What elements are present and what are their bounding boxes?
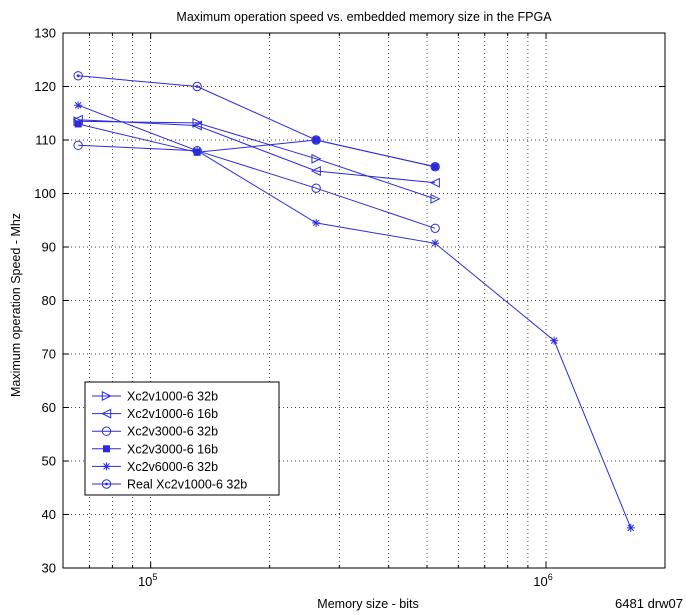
y-tick-labels: 30 40 50 60 70 80 90 100 110 120 130 bbox=[34, 26, 56, 576]
legend-label-3: Xc2v3000-6 32b bbox=[127, 425, 218, 439]
series-2-line bbox=[78, 119, 436, 184]
y-axis-label: Maximum operation Speed - Mhz bbox=[9, 213, 23, 397]
legend: Xc2v1000-6 32b Xc2v1000-6 16b Xc2v3000-6 3… bbox=[84, 381, 280, 496]
series-6-point-1 bbox=[73, 71, 83, 81]
series-5-point-1 bbox=[74, 101, 83, 110]
series-5 bbox=[74, 101, 635, 532]
series-5-point-2-stroke bbox=[193, 147, 201, 155]
series-6-point-4-dot bbox=[433, 165, 437, 169]
series-5-point-4-stroke bbox=[431, 239, 439, 247]
legend-box bbox=[84, 381, 280, 496]
series-6-point-1-ring bbox=[73, 71, 83, 81]
series-6-line bbox=[78, 75, 436, 168]
series-layer bbox=[72, 71, 635, 532]
series-5-point-5-stroke bbox=[550, 337, 558, 344]
series-1-point-2 bbox=[192, 117, 203, 128]
x-tick-label-0: 105 bbox=[138, 572, 157, 589]
legend-marker-4 bbox=[103, 445, 110, 453]
y-tick-label-110: 110 bbox=[35, 133, 56, 148]
series-6-point-3-ring bbox=[311, 135, 321, 145]
series-2-point-2 bbox=[191, 120, 202, 131]
series-3-line bbox=[78, 144, 436, 229]
legend-label-4: Xc2v3000-6 16b bbox=[127, 442, 218, 456]
legend-marker-5-stroke bbox=[103, 463, 110, 470]
legend-marker-6 bbox=[101, 479, 112, 489]
series-3-point-1 bbox=[73, 140, 83, 151]
legend-entry-1: Xc2v1000-6 32b bbox=[92, 390, 218, 404]
series-5-point-5 bbox=[550, 336, 559, 345]
series-5-point-6-stroke bbox=[627, 524, 635, 532]
series-3-point-4 bbox=[430, 223, 440, 233]
y-tick-label-70: 70 bbox=[42, 347, 56, 362]
x-tick-label-1: 106 bbox=[533, 572, 552, 589]
legend-entry-6: Real Xc2v1000-6 32b bbox=[92, 478, 247, 492]
legend-marker-6-ring bbox=[101, 479, 112, 489]
legend-marker-6-dot bbox=[105, 482, 108, 486]
axis-ticks bbox=[63, 32, 665, 569]
series-6-point-4-ring bbox=[430, 162, 440, 172]
y-tick-label-100: 100 bbox=[34, 186, 56, 201]
series-2-point-3 bbox=[310, 166, 321, 177]
legend-entry-4: Xc2v3000-6 16b bbox=[92, 442, 218, 456]
y-tick-label-40: 40 bbox=[42, 507, 56, 522]
y-tick-label-50: 50 bbox=[42, 454, 56, 469]
series-5-point-6 bbox=[626, 523, 635, 532]
legend-marker-2 bbox=[101, 408, 112, 419]
series-6-point-2 bbox=[192, 81, 202, 92]
series-3-point-3 bbox=[311, 183, 321, 193]
y-tick-label-130: 130 bbox=[34, 26, 56, 41]
series-6 bbox=[73, 71, 440, 172]
legend-entry-3: Xc2v3000-6 32b bbox=[92, 425, 218, 439]
figure-footnote: 6481 drw07 bbox=[615, 596, 683, 611]
y-tick-label-30: 30 bbox=[42, 561, 56, 576]
series-6-point-2-ring bbox=[192, 81, 202, 92]
series-3 bbox=[73, 140, 440, 233]
series-5-point-3 bbox=[312, 218, 321, 227]
legend-label-2: Xc2v1000-6 16b bbox=[127, 407, 218, 421]
series-2-point-4 bbox=[429, 177, 440, 188]
y-tick-label-80: 80 bbox=[42, 293, 56, 308]
x-tick-labels: 105 106 bbox=[138, 572, 553, 589]
chart-title: Maximum operation speed vs. embedded mem… bbox=[176, 10, 552, 24]
x-axis-label: Memory size - bits bbox=[317, 597, 418, 611]
legend-marker-1 bbox=[101, 390, 112, 402]
series-5-point-2 bbox=[193, 146, 202, 155]
legend-label-6: Real Xc2v1000-6 32b bbox=[127, 478, 247, 492]
series-5-point-3-stroke bbox=[312, 219, 320, 227]
y-tick-label-90: 90 bbox=[42, 240, 56, 255]
legend-label-5: Xc2v6000-6 32b bbox=[127, 460, 218, 474]
legend-entry-2: Xc2v1000-6 16b bbox=[92, 407, 218, 421]
series-5-point-4 bbox=[431, 239, 440, 248]
series-6-point-2-dot bbox=[195, 85, 199, 88]
series-1-line bbox=[78, 120, 436, 200]
series-6-point-1-dot bbox=[76, 74, 80, 78]
y-tick-label-120: 120 bbox=[34, 79, 56, 94]
series-4-point-1 bbox=[74, 120, 82, 128]
series-1-point-3 bbox=[311, 153, 322, 164]
legend-marker-5 bbox=[102, 462, 111, 471]
series-6-point-3-dot bbox=[314, 138, 318, 142]
series-5-point-1-stroke bbox=[74, 101, 82, 109]
legend-entry-5: Xc2v6000-6 32b bbox=[92, 460, 218, 474]
legend-marker-3 bbox=[101, 426, 112, 436]
series-6-point-4 bbox=[430, 162, 440, 172]
series-1-point-4 bbox=[430, 193, 441, 204]
legend-label-1: Xc2v1000-6 32b bbox=[127, 390, 218, 404]
y-tick-label-60: 60 bbox=[42, 400, 56, 415]
series-6-point-3 bbox=[311, 135, 321, 145]
series-5-line bbox=[78, 104, 632, 529]
